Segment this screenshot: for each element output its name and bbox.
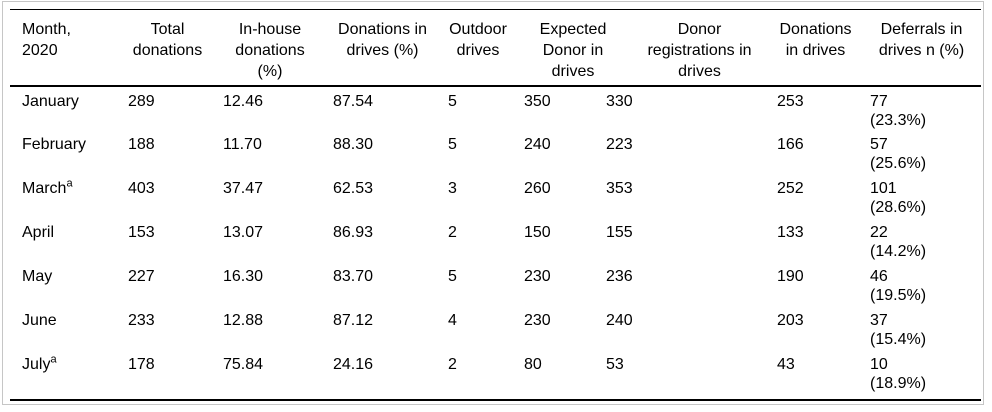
value-cell: 252 bbox=[777, 179, 804, 197]
month-cell: April bbox=[10, 218, 120, 262]
column-header-expected-donor: Expected Donor in drives bbox=[516, 9, 606, 87]
value-cell: 166 bbox=[777, 135, 804, 153]
table-frame: Month, 2020 Total donations In-house don… bbox=[2, 1, 984, 405]
value-cell: 12.46 bbox=[223, 92, 264, 110]
value-cell: 230 bbox=[524, 267, 551, 285]
value-cell: 75.84 bbox=[223, 355, 264, 373]
deferrals-cell: 10 (18.9%) bbox=[870, 355, 927, 392]
table-row: May 227 16.30 83.70 5 230 236 190 46 (19… bbox=[10, 262, 981, 306]
value-cell: 227 bbox=[128, 267, 155, 285]
value-cell: 188 bbox=[128, 135, 155, 153]
value-cell: 87.54 bbox=[333, 92, 374, 110]
table-row: February 188 11.70 88.30 5 240 223 166 5… bbox=[10, 130, 981, 174]
value-cell: 4 bbox=[448, 311, 457, 329]
value-cell: 5 bbox=[448, 135, 457, 153]
value-cell: 330 bbox=[606, 92, 633, 110]
value-cell: 5 bbox=[448, 267, 457, 285]
table-header-row: Month, 2020 Total donations In-house don… bbox=[10, 9, 981, 87]
value-cell: 240 bbox=[606, 311, 633, 329]
value-cell: 37.47 bbox=[223, 179, 264, 197]
footnote-marker: a bbox=[50, 353, 57, 366]
value-cell: 88.30 bbox=[333, 135, 374, 153]
table-row: Marcha 403 37.47 62.53 3 260 353 252 101… bbox=[10, 174, 981, 218]
column-header-donations-in-drives: Donations in drives bbox=[769, 9, 862, 87]
value-cell: 5 bbox=[448, 92, 457, 110]
column-header-donations-in-drives-pct: Donations in drives (%) bbox=[325, 9, 440, 87]
deferrals-cell: 57 (25.6%) bbox=[870, 135, 927, 172]
value-cell: 260 bbox=[524, 179, 551, 197]
value-cell: 2 bbox=[448, 355, 457, 373]
column-header-deferrals: Deferrals in drives n (%) bbox=[862, 9, 981, 87]
value-cell: 11.70 bbox=[223, 135, 262, 153]
donations-table: Month, 2020 Total donations In-house don… bbox=[10, 9, 981, 401]
value-cell: 24.16 bbox=[333, 355, 374, 373]
table-row: January 289 12.46 87.54 5 350 330 253 77… bbox=[10, 86, 981, 130]
value-cell: 289 bbox=[128, 92, 155, 110]
value-cell: 86.93 bbox=[333, 223, 374, 241]
month-cell: June bbox=[10, 306, 120, 350]
value-cell: 80 bbox=[524, 355, 542, 373]
value-cell: 253 bbox=[777, 92, 804, 110]
value-cell: 223 bbox=[606, 135, 633, 153]
footnote-marker: a bbox=[66, 177, 73, 190]
value-cell: 83.70 bbox=[333, 267, 374, 285]
month-label: July bbox=[22, 355, 51, 373]
value-cell: 87.12 bbox=[333, 311, 374, 329]
value-cell: 155 bbox=[606, 223, 633, 241]
value-cell: 190 bbox=[777, 267, 804, 285]
column-header-month: Month, 2020 bbox=[10, 9, 120, 87]
value-cell: 13.07 bbox=[223, 223, 264, 241]
value-cell: 230 bbox=[524, 311, 551, 329]
value-cell: 150 bbox=[524, 223, 551, 241]
value-cell: 53 bbox=[606, 355, 624, 373]
month-label: March bbox=[22, 179, 67, 197]
value-cell: 350 bbox=[524, 92, 551, 110]
value-cell: 233 bbox=[128, 311, 155, 329]
value-cell: 43 bbox=[777, 355, 795, 373]
column-header-inhouse-donations: In-house donations (%) bbox=[215, 9, 325, 87]
column-header-outdoor-drives: Outdoor drives bbox=[440, 9, 516, 87]
month-cell: February bbox=[10, 130, 120, 174]
value-cell: 16.30 bbox=[223, 267, 264, 285]
value-cell: 236 bbox=[606, 267, 633, 285]
month-cell: Julya bbox=[10, 350, 120, 400]
month-label: May bbox=[22, 267, 53, 285]
value-cell: 62.53 bbox=[333, 179, 374, 197]
month-cell: May bbox=[10, 262, 120, 306]
month-label: June bbox=[22, 311, 57, 329]
table-row: Julya 178 75.84 24.16 2 80 53 43 10 (18.… bbox=[10, 350, 981, 400]
value-cell: 353 bbox=[606, 179, 633, 197]
table-row: June 233 12.88 87.12 4 230 240 203 37 (1… bbox=[10, 306, 981, 350]
month-label: January bbox=[22, 92, 79, 110]
deferrals-cell: 22 (14.2%) bbox=[870, 223, 927, 260]
month-label: April bbox=[22, 223, 55, 241]
value-cell: 2 bbox=[448, 223, 457, 241]
value-cell: 12.88 bbox=[223, 311, 264, 329]
column-header-donor-registrations: Donor registrations in drives bbox=[598, 9, 769, 87]
month-cell: Marcha bbox=[10, 174, 120, 218]
value-cell: 153 bbox=[128, 223, 155, 241]
column-header-total-donations: Total donations bbox=[120, 9, 215, 87]
deferrals-cell: 46 (19.5%) bbox=[870, 267, 927, 304]
deferrals-cell: 101 (28.6%) bbox=[870, 179, 927, 216]
value-cell: 403 bbox=[128, 179, 155, 197]
month-cell: January bbox=[10, 86, 120, 130]
value-cell: 240 bbox=[524, 135, 551, 153]
deferrals-cell: 37 (15.4%) bbox=[870, 311, 927, 348]
value-cell: 3 bbox=[448, 179, 457, 197]
deferrals-cell: 77 (23.3%) bbox=[870, 92, 927, 129]
value-cell: 178 bbox=[128, 355, 155, 373]
value-cell: 203 bbox=[777, 311, 804, 329]
value-cell: 133 bbox=[777, 223, 804, 241]
month-label: February bbox=[22, 135, 87, 153]
table-row: April 153 13.07 86.93 2 150 155 133 22 (… bbox=[10, 218, 981, 262]
